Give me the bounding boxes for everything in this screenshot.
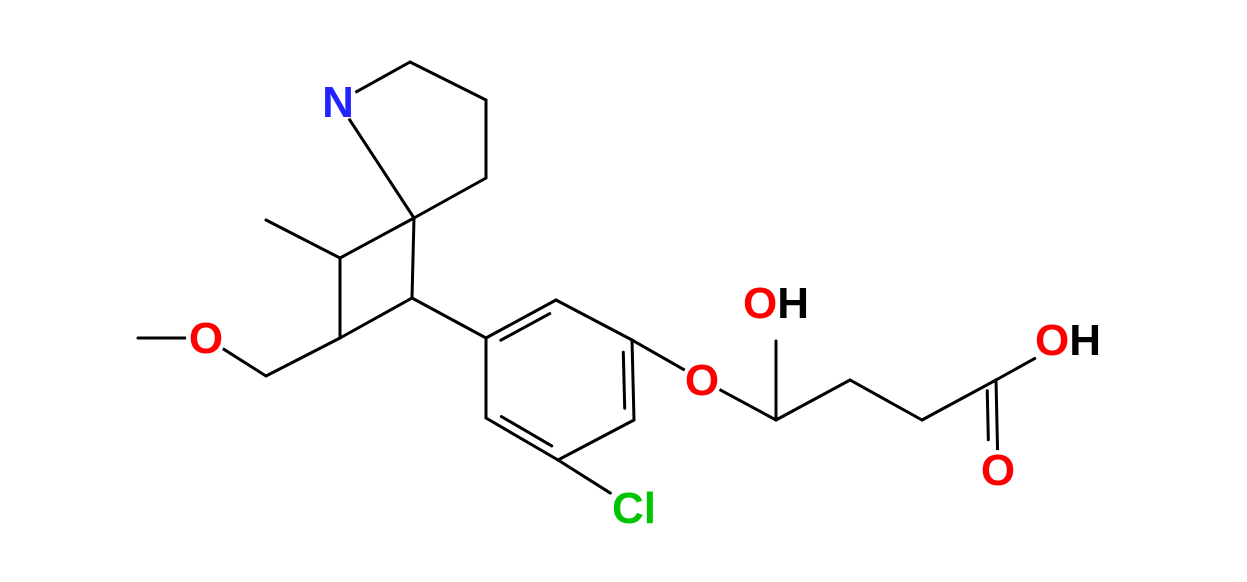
atom-A23-oh: OH <box>743 273 809 333</box>
bond-A25-A27-2 <box>987 391 988 440</box>
atom-label-text: O <box>685 356 719 405</box>
atom-A26-oh: OH <box>1035 310 1101 370</box>
atom-A2-o: O <box>186 314 226 363</box>
bond-A11-A12 <box>412 218 414 298</box>
atom-label-text: N <box>322 78 354 127</box>
atom-label-text: OH <box>1035 316 1101 365</box>
molecule-svg: O N Cl O OH OH O <box>0 0 1247 582</box>
atom-label-text: Cl <box>612 484 656 533</box>
bond-A25-A27-1 <box>996 380 998 450</box>
chemical-structure-diagram: O N Cl O OH OH O <box>0 0 1247 582</box>
bond-A17-A18-1 <box>632 340 634 420</box>
atom-label-text: OH <box>743 279 809 328</box>
atom-A7-n: N <box>318 78 358 127</box>
atom-label-text: O <box>189 314 223 363</box>
atom-A20-o: O <box>682 356 722 405</box>
atom-A19-cl: Cl <box>608 482 660 534</box>
bond-A17-A18-2 <box>623 352 624 408</box>
atom-A27-o: O <box>978 446 1018 495</box>
atom-label-text: O <box>981 446 1015 495</box>
